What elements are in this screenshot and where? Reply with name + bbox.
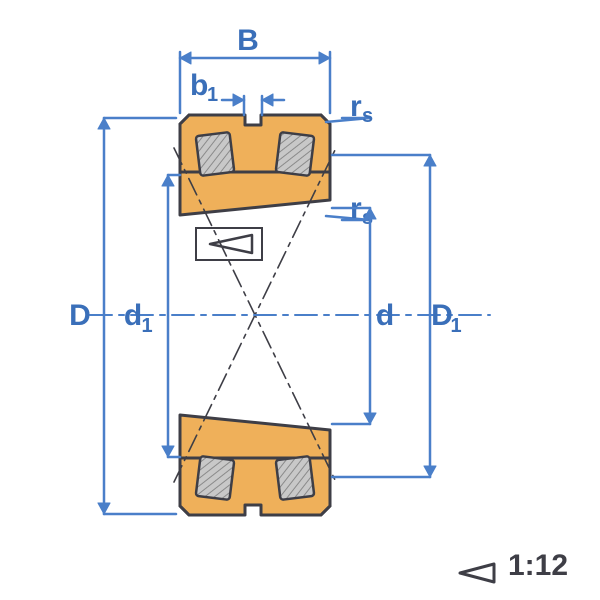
svg-text:1: 1	[207, 84, 218, 106]
svg-text:d: d	[124, 299, 142, 332]
svg-text:1:12: 1:12	[508, 549, 568, 582]
svg-text:r: r	[350, 90, 362, 123]
svg-text:B: B	[237, 24, 259, 57]
svg-text:1: 1	[141, 315, 152, 337]
svg-text:b: b	[190, 69, 208, 102]
svg-text:s: s	[362, 105, 373, 127]
svg-text:D: D	[69, 299, 91, 332]
bearing-diagram: Bb1rsrsDd1dD11:12	[0, 0, 600, 600]
svg-text:1: 1	[450, 315, 461, 337]
svg-text:d: d	[376, 299, 394, 332]
